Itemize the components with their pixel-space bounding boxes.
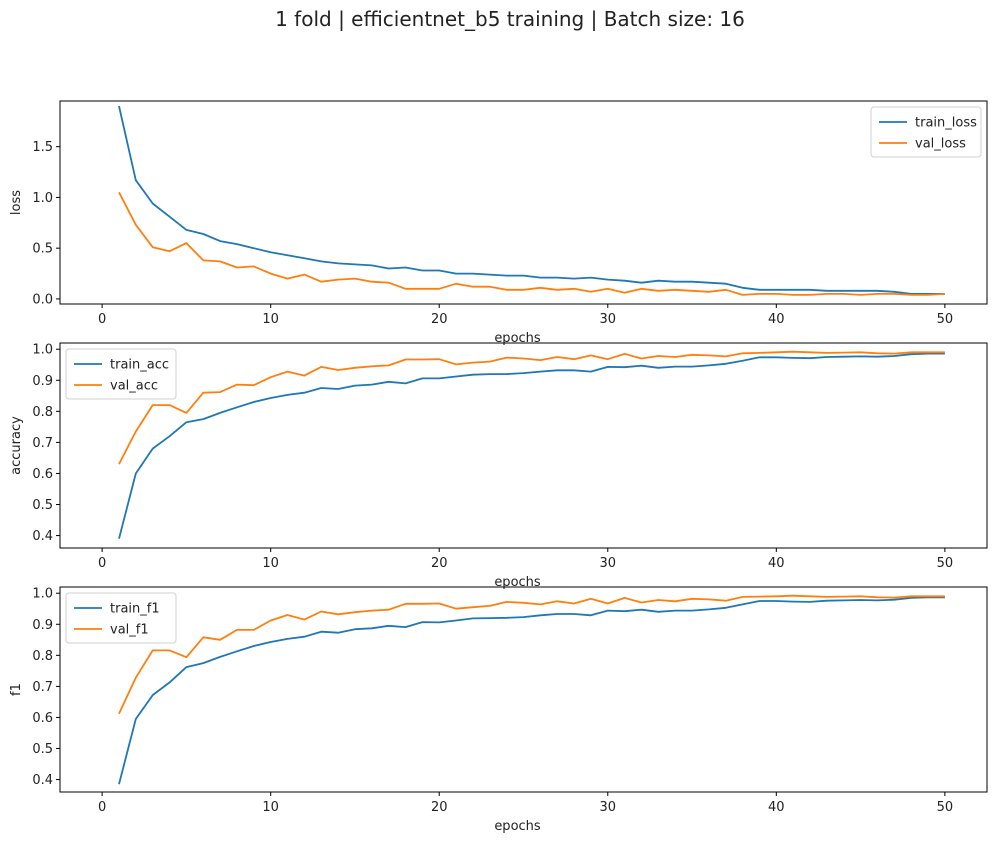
series-line-val_f1 bbox=[118, 594, 945, 715]
axes-frame bbox=[59, 342, 988, 549]
x-tick-label: 20 bbox=[431, 312, 448, 327]
figure-title: 1 fold | efficientnet_b5 training | Batc… bbox=[275, 7, 745, 31]
y-tick-label: 0.8 bbox=[32, 649, 53, 664]
y-tick-label: 0.7 bbox=[32, 436, 53, 451]
legend-label: val_acc bbox=[110, 379, 158, 394]
x-tick-label: 40 bbox=[768, 312, 785, 327]
legend-label: val_loss bbox=[915, 137, 966, 152]
legend-box bbox=[870, 106, 982, 158]
x-tick-label: 10 bbox=[262, 800, 279, 815]
x-tick-label: 30 bbox=[599, 312, 616, 327]
series-line-train_f1 bbox=[118, 596, 945, 785]
x-tick-label: 0 bbox=[98, 312, 106, 327]
series-line-train_loss bbox=[118, 105, 945, 295]
y-tick-label: 0.5 bbox=[32, 742, 53, 757]
loss-panel: 0 10 20 30 40 50 0.0 0.5 1.0 1.5 epochs loss train_l… bbox=[9, 100, 988, 346]
y-tick-label: 0.4 bbox=[32, 529, 53, 544]
series-line-train_acc bbox=[118, 352, 945, 539]
x-axis-label: epochs bbox=[494, 819, 541, 834]
y-tick-label: 0.5 bbox=[32, 242, 53, 257]
y-tick-label: 0.9 bbox=[32, 618, 53, 633]
legend-label: val_f1 bbox=[110, 623, 149, 638]
x-tick-label: 40 bbox=[768, 800, 785, 815]
y-tick-label: 0.5 bbox=[32, 498, 53, 513]
x-tick-label: 10 bbox=[262, 312, 279, 327]
series-line-val_loss bbox=[118, 191, 945, 296]
y-tick-label: 0.4 bbox=[32, 773, 53, 788]
x-tick-label: 0 bbox=[98, 556, 106, 571]
x-tick-label: 40 bbox=[768, 556, 785, 571]
y-tick-label: 1.0 bbox=[32, 343, 53, 358]
x-tick-label: 50 bbox=[937, 312, 954, 327]
f1-panel: 0 10 20 30 40 50 0.4 0.5 0.6 0.7 0.8 0.9 1.0 epochs f1… bbox=[9, 586, 988, 834]
legend-label: train_acc bbox=[110, 358, 169, 373]
legend: train_acc val_acc bbox=[65, 348, 177, 400]
y-tick-label: 0.8 bbox=[32, 405, 53, 420]
y-tick-label: 0.0 bbox=[32, 292, 53, 307]
y-tick-label: 0.9 bbox=[32, 374, 53, 389]
x-axis-label: epochs bbox=[494, 575, 541, 590]
y-axis-label: loss bbox=[9, 190, 24, 215]
y-axis-label: f1 bbox=[9, 683, 24, 696]
legend-box bbox=[65, 592, 177, 644]
legend: train_f1 val_f1 bbox=[65, 592, 177, 644]
x-tick-label: 50 bbox=[937, 800, 954, 815]
x-tick-label: 20 bbox=[431, 556, 448, 571]
y-tick-label: 0.6 bbox=[32, 711, 53, 726]
x-tick-label: 10 bbox=[262, 556, 279, 571]
subplots: 0 10 20 30 40 50 0.0 0.5 1.0 1.5 epochs loss train_l… bbox=[9, 100, 988, 834]
x-tick-label: 50 bbox=[937, 556, 954, 571]
x-tick-label: 30 bbox=[599, 800, 616, 815]
x-tick-label: 0 bbox=[98, 800, 106, 815]
legend-box bbox=[65, 348, 177, 400]
series-line-val_acc bbox=[118, 350, 945, 465]
x-tick-label: 30 bbox=[599, 556, 616, 571]
y-tick-label: 1.0 bbox=[32, 191, 53, 206]
legend: train_loss val_loss bbox=[870, 106, 982, 158]
axes-frame bbox=[59, 586, 988, 793]
y-tick-label: 0.6 bbox=[32, 467, 53, 482]
y-axis-label: accuracy bbox=[9, 416, 24, 475]
accuracy-panel: 0 10 20 30 40 50 0.4 0.5 0.6 0.7 0.8 0.9 1.0 epochs ac… bbox=[9, 342, 988, 590]
x-tick-label: 20 bbox=[431, 800, 448, 815]
y-tick-label: 1.5 bbox=[32, 140, 53, 155]
x-axis-label: epochs bbox=[494, 331, 541, 346]
legend-label: train_loss bbox=[915, 116, 977, 131]
y-tick-label: 0.7 bbox=[32, 680, 53, 695]
legend-label: train_f1 bbox=[110, 602, 160, 617]
y-tick-label: 1.0 bbox=[32, 587, 53, 602]
axes-frame bbox=[59, 100, 988, 305]
